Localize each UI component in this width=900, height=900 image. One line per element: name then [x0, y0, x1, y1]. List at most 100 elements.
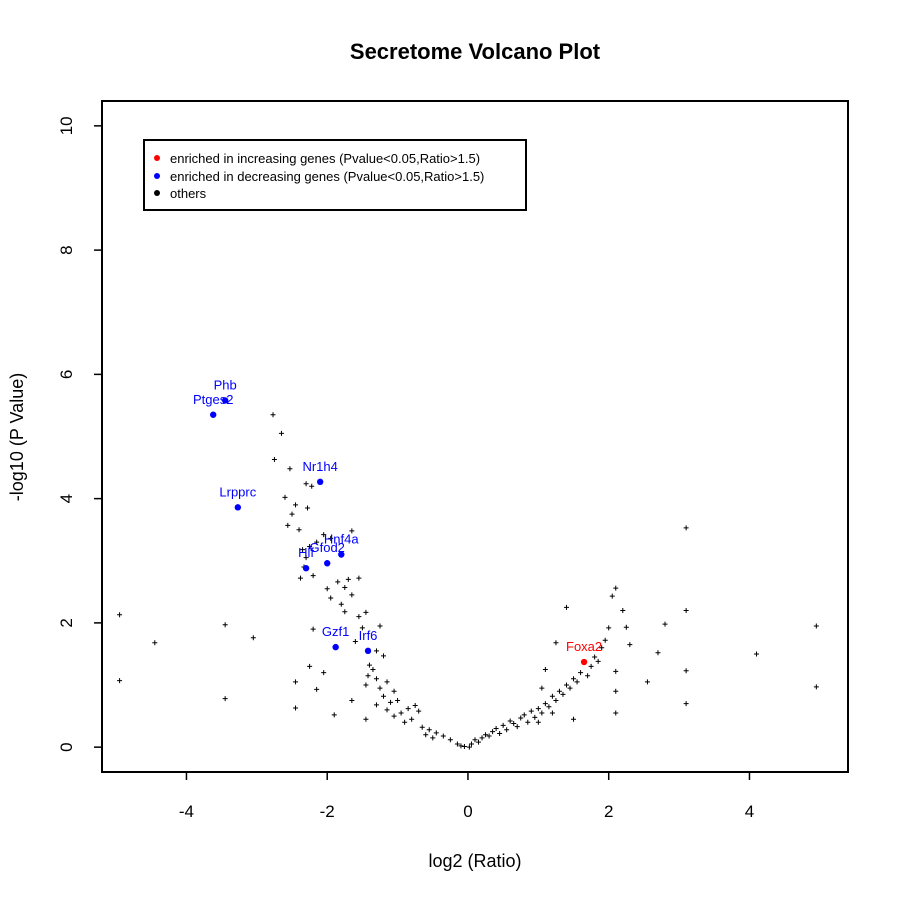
point-other	[222, 622, 228, 628]
point-other	[307, 663, 313, 669]
point-other	[250, 635, 256, 641]
gene-label-irf6: Irf6	[359, 628, 378, 643]
gene-label-foxa2: Foxa2	[566, 639, 602, 654]
point-other	[335, 579, 341, 585]
point-nr1h4	[316, 478, 324, 486]
point-other	[644, 679, 650, 685]
legend-marker-increasing	[154, 155, 160, 161]
point-other	[303, 481, 309, 487]
point-other	[595, 658, 601, 664]
point-other	[454, 741, 460, 747]
point-other	[468, 741, 474, 747]
point-other	[117, 612, 123, 618]
point-other	[305, 505, 311, 511]
point-other	[486, 733, 492, 739]
point-other	[546, 704, 552, 710]
x-tick-label: -4	[179, 802, 194, 821]
point-other	[556, 688, 562, 694]
point-other	[606, 625, 612, 631]
point-other	[293, 502, 299, 508]
point-other	[447, 737, 453, 743]
point-other	[310, 573, 316, 579]
point-gzf1	[332, 643, 339, 651]
point-other	[497, 730, 503, 736]
point-other	[359, 625, 365, 631]
legend-label-decreasing: enriched in decreasing genes (Pvalue<0.0…	[170, 169, 484, 184]
point-other	[356, 614, 362, 620]
point-other	[571, 716, 577, 722]
point-other	[430, 735, 436, 741]
chart-title: Secretome Volcano Plot	[350, 39, 601, 64]
x-tick-label: 2	[604, 802, 613, 821]
gene-label-gzf1: Gzf1	[322, 624, 349, 639]
point-other	[289, 511, 295, 517]
x-tick-label: -2	[320, 802, 335, 821]
point-other	[655, 650, 661, 656]
point-other	[588, 663, 594, 669]
point-other	[300, 547, 306, 553]
point-other	[493, 726, 499, 732]
point-other	[391, 713, 397, 719]
point-other	[402, 719, 408, 725]
point-other	[338, 601, 344, 607]
point-lrpprc	[234, 504, 242, 511]
point-other	[563, 604, 569, 610]
gene-label-phb: Phb	[214, 377, 237, 392]
y-tick-label: 0	[57, 742, 76, 751]
point-other	[365, 673, 371, 679]
legend: enriched in increasing genes (Pvalue<0.0…	[143, 139, 527, 211]
point-other	[416, 708, 422, 714]
point-other	[349, 698, 355, 704]
legend-box	[143, 139, 527, 211]
point-other	[574, 679, 580, 685]
point-other	[525, 719, 531, 725]
point-other	[352, 639, 358, 645]
gene-label-nr1h4: Nr1h4	[302, 459, 337, 474]
point-other	[321, 670, 327, 676]
point-other	[440, 733, 446, 739]
point-other	[285, 522, 291, 528]
point-other	[310, 626, 316, 632]
point-other	[356, 575, 362, 581]
point-other	[560, 691, 566, 697]
point-other	[405, 706, 411, 712]
point-other	[433, 730, 439, 736]
x-axis: -4 -2 0 2 4	[179, 772, 754, 821]
point-other	[627, 642, 633, 648]
point-other	[373, 702, 379, 708]
point-hnf4a	[338, 551, 345, 558]
point-other	[683, 668, 689, 674]
legend-marker-others	[154, 190, 160, 196]
point-irf6	[364, 647, 372, 655]
point-other	[553, 640, 559, 646]
point-other	[363, 682, 369, 688]
point-other	[391, 688, 397, 694]
gene-label-lrpprc: Lrpprc	[219, 484, 256, 499]
point-other	[599, 645, 605, 651]
point-gfod2	[324, 560, 331, 567]
point-other	[754, 651, 760, 657]
y-tick-label: 6	[57, 370, 76, 379]
point-other	[458, 743, 464, 749]
point-other	[542, 701, 548, 707]
point-other	[293, 705, 299, 711]
point-other	[331, 712, 337, 718]
point-other	[384, 679, 390, 685]
point-other	[287, 466, 293, 472]
point-other	[521, 712, 527, 718]
point-other	[296, 527, 302, 533]
x-tick-label: 4	[745, 802, 754, 821]
point-other	[377, 685, 383, 691]
point-phb	[221, 397, 229, 404]
y-axis: 0 2 4 6 8 10	[57, 116, 102, 752]
point-other	[314, 686, 320, 692]
point-other	[549, 693, 555, 699]
point-other	[563, 682, 569, 688]
point-other	[293, 679, 299, 685]
point-other	[388, 699, 394, 705]
point-other	[222, 696, 228, 702]
point-other	[419, 724, 425, 730]
point-other	[426, 727, 432, 733]
point-ptges2	[209, 411, 217, 418]
point-other	[578, 670, 584, 676]
